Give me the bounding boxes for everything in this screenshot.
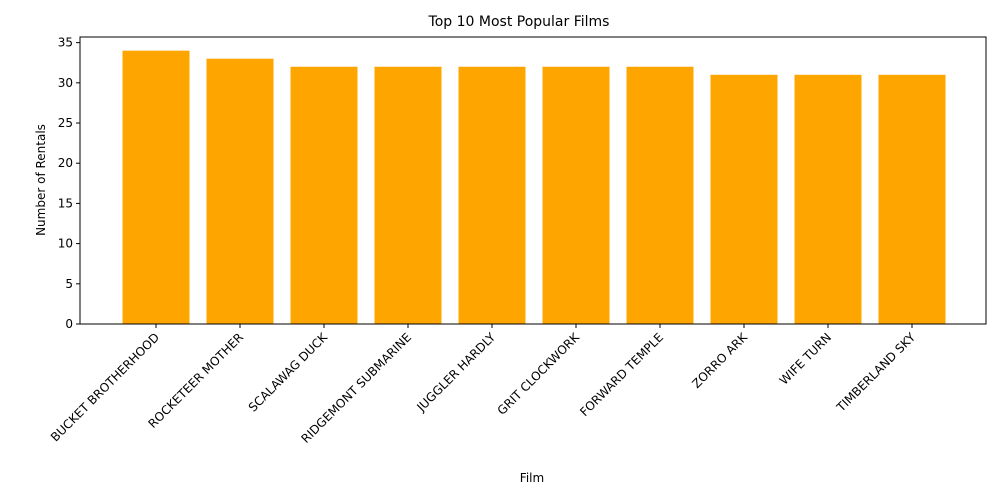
y-tick-label: 15 [58,196,73,210]
y-tick-label: 20 [58,156,73,170]
bar-4 [458,66,526,325]
x-tick-label: FORWARD TEMPLE [577,330,666,419]
bar-0 [122,50,190,325]
x-tick-label: GRIT CLOCKWORK [495,329,583,417]
y-tick-label: 35 [58,36,73,50]
x-tick-label: JUGGLER HARDLY [414,330,499,415]
bar-8 [794,74,862,324]
plot-frame [79,36,987,325]
bar-5 [542,66,610,325]
bar-2 [290,66,358,325]
x-axis-label: Film [520,471,544,485]
y-tick-label: 25 [58,116,73,130]
x-tick-label: TIMBERLAND SKY [833,330,918,415]
y-axis-label: Number of Rentals [34,124,48,236]
y-tick-label: 5 [65,277,73,291]
bar-9 [878,74,946,324]
bar-6 [626,66,694,325]
x-tick-label: SCALAWAG DUCK [246,329,331,414]
bar-7 [710,74,778,324]
y-tick-label: 30 [58,76,73,90]
x-tick-label: BUCKET BROTHERHOOD [48,330,162,444]
bar-1 [206,58,274,325]
y-tick-label: 10 [58,237,73,251]
x-tick-label: ROCKETEER MOTHER [145,330,246,431]
bars-group [122,50,946,325]
bar-3 [374,66,442,325]
x-tick-label: ZORRO ARK [689,329,751,391]
chart-title: Top 10 Most Popular Films [428,14,610,30]
y-axis: 0 5 10 15 20 25 30 35 [58,36,80,331]
y-tick-label: 0 [65,317,73,331]
x-tick-label: WIFE TURN [777,330,834,387]
